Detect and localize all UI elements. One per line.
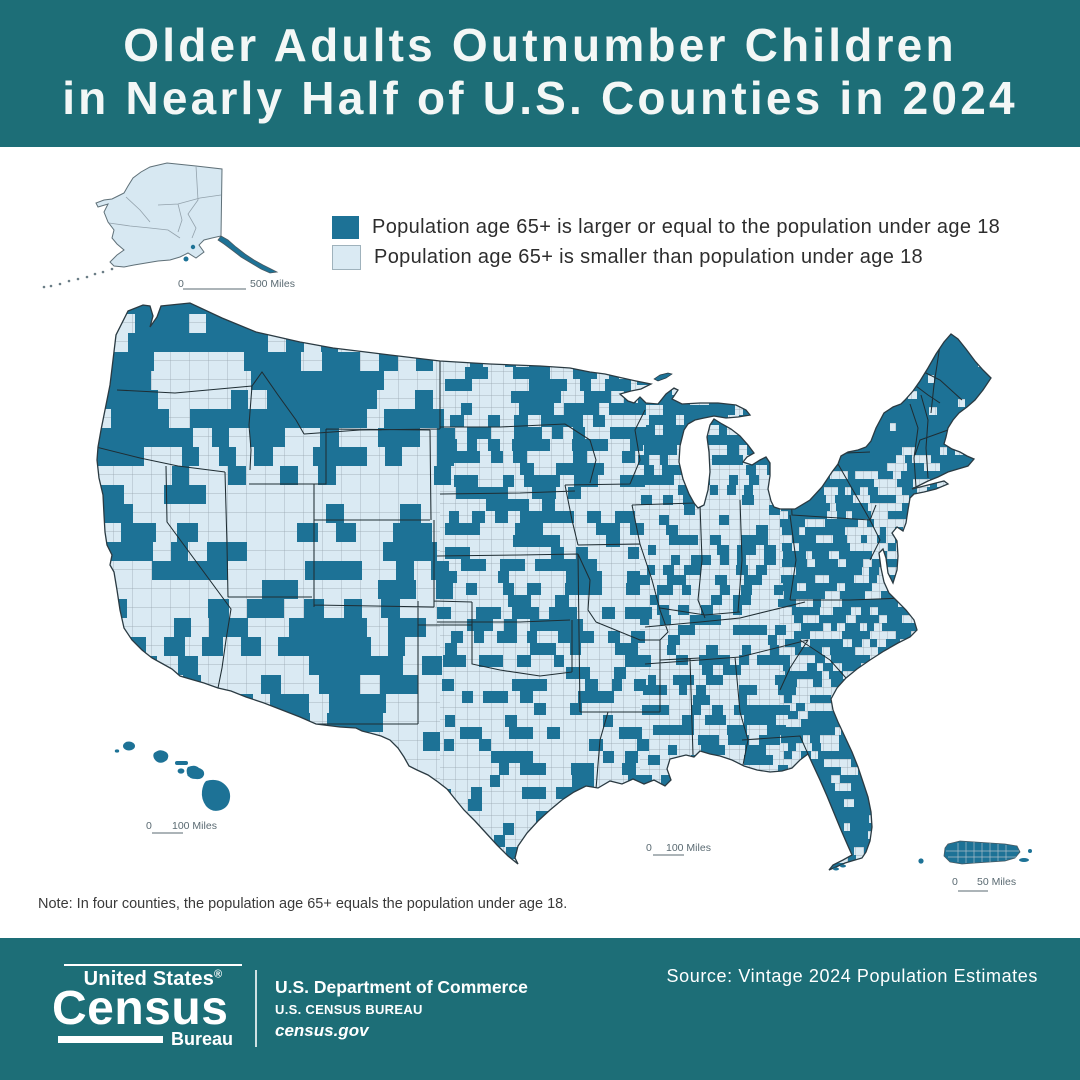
svg-text:0: 0	[146, 820, 152, 832]
svg-text:0: 0	[646, 842, 652, 854]
svg-text:500 Miles: 500 Miles	[250, 278, 295, 290]
svg-text:0: 0	[952, 876, 958, 888]
svg-text:0: 0	[178, 278, 184, 290]
svg-text:100 Miles: 100 Miles	[666, 842, 711, 854]
svg-text:50 Miles: 50 Miles	[977, 876, 1016, 888]
svg-text:100 Miles: 100 Miles	[172, 820, 217, 832]
